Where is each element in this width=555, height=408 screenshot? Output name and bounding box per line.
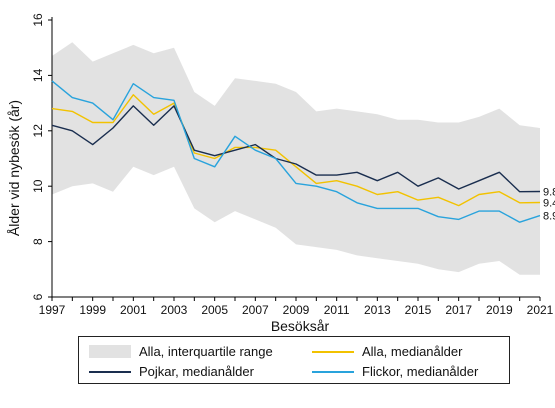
legend-label-pojkar: Pojkar, medianålder	[139, 364, 254, 379]
x-tick-label: 2005	[201, 303, 228, 317]
series-line-alla	[51, 94, 541, 207]
legend-item-flickor: Flickor, medianålder	[312, 364, 478, 379]
series-line-flickor	[51, 80, 541, 223]
x-tick-label: 2003	[161, 303, 188, 317]
iqr-band	[52, 42, 540, 275]
legend-swatch-alla	[312, 350, 354, 353]
legend-item-alla: Alla, medianålder	[312, 344, 462, 359]
legend-swatch-pojkar	[89, 370, 131, 373]
legend-label-band: Alla, interquartile range	[139, 344, 273, 359]
end-label: 9.41	[543, 198, 555, 210]
x-tick-label: 2019	[486, 303, 513, 317]
y-tick-label: 10	[31, 179, 45, 193]
x-tick-label: 2007	[242, 303, 269, 317]
x-tick-label: 2017	[445, 303, 472, 317]
legend-item-pojkar: Pojkar, medianålder	[89, 364, 254, 379]
y-tick-label: 8	[31, 238, 45, 245]
legend-item-band: Alla, interquartile range	[89, 344, 273, 359]
y-tick-label: 16	[31, 13, 45, 27]
end-label: 8.94	[543, 211, 555, 223]
legend-label-alla: Alla, medianålder	[362, 344, 463, 359]
legend: Alla, interquartile range Alla, medianål…	[78, 336, 510, 384]
x-axis-title: Besöksår	[271, 318, 330, 334]
x-tick-label: 2013	[364, 303, 391, 317]
legend-swatch-flickor	[312, 370, 354, 373]
label-layer: 9.419.81 8.94	[543, 186, 555, 222]
axes-layer: 6 8 10 12 14 16 1997 1999 2001 2003 2005 2007 2009 20…	[31, 13, 554, 317]
x-tick-label: 2015	[405, 303, 432, 317]
y-tick-label: 6	[31, 293, 45, 300]
legend-swatch-band	[89, 345, 131, 358]
x-tick-label: 2009	[283, 303, 310, 317]
x-tick-label: 2021	[527, 303, 554, 317]
y-tick-label: 14	[31, 68, 45, 82]
end-label: 9.81	[543, 186, 555, 198]
x-tick-label: 2011	[324, 303, 350, 317]
x-tick-label: 1997	[39, 303, 66, 317]
series-layer	[51, 80, 541, 223]
x-tick-label: 2001	[120, 303, 147, 317]
x-tick-label: 1999	[79, 303, 106, 317]
band-layer	[52, 42, 540, 275]
legend-label-flickor: Flickor, medianålder	[362, 364, 479, 379]
y-tick-label: 12	[31, 124, 45, 138]
y-axis-title: Ålder vid nybesök (år)	[6, 100, 22, 236]
series-line-pojkar	[51, 105, 541, 193]
